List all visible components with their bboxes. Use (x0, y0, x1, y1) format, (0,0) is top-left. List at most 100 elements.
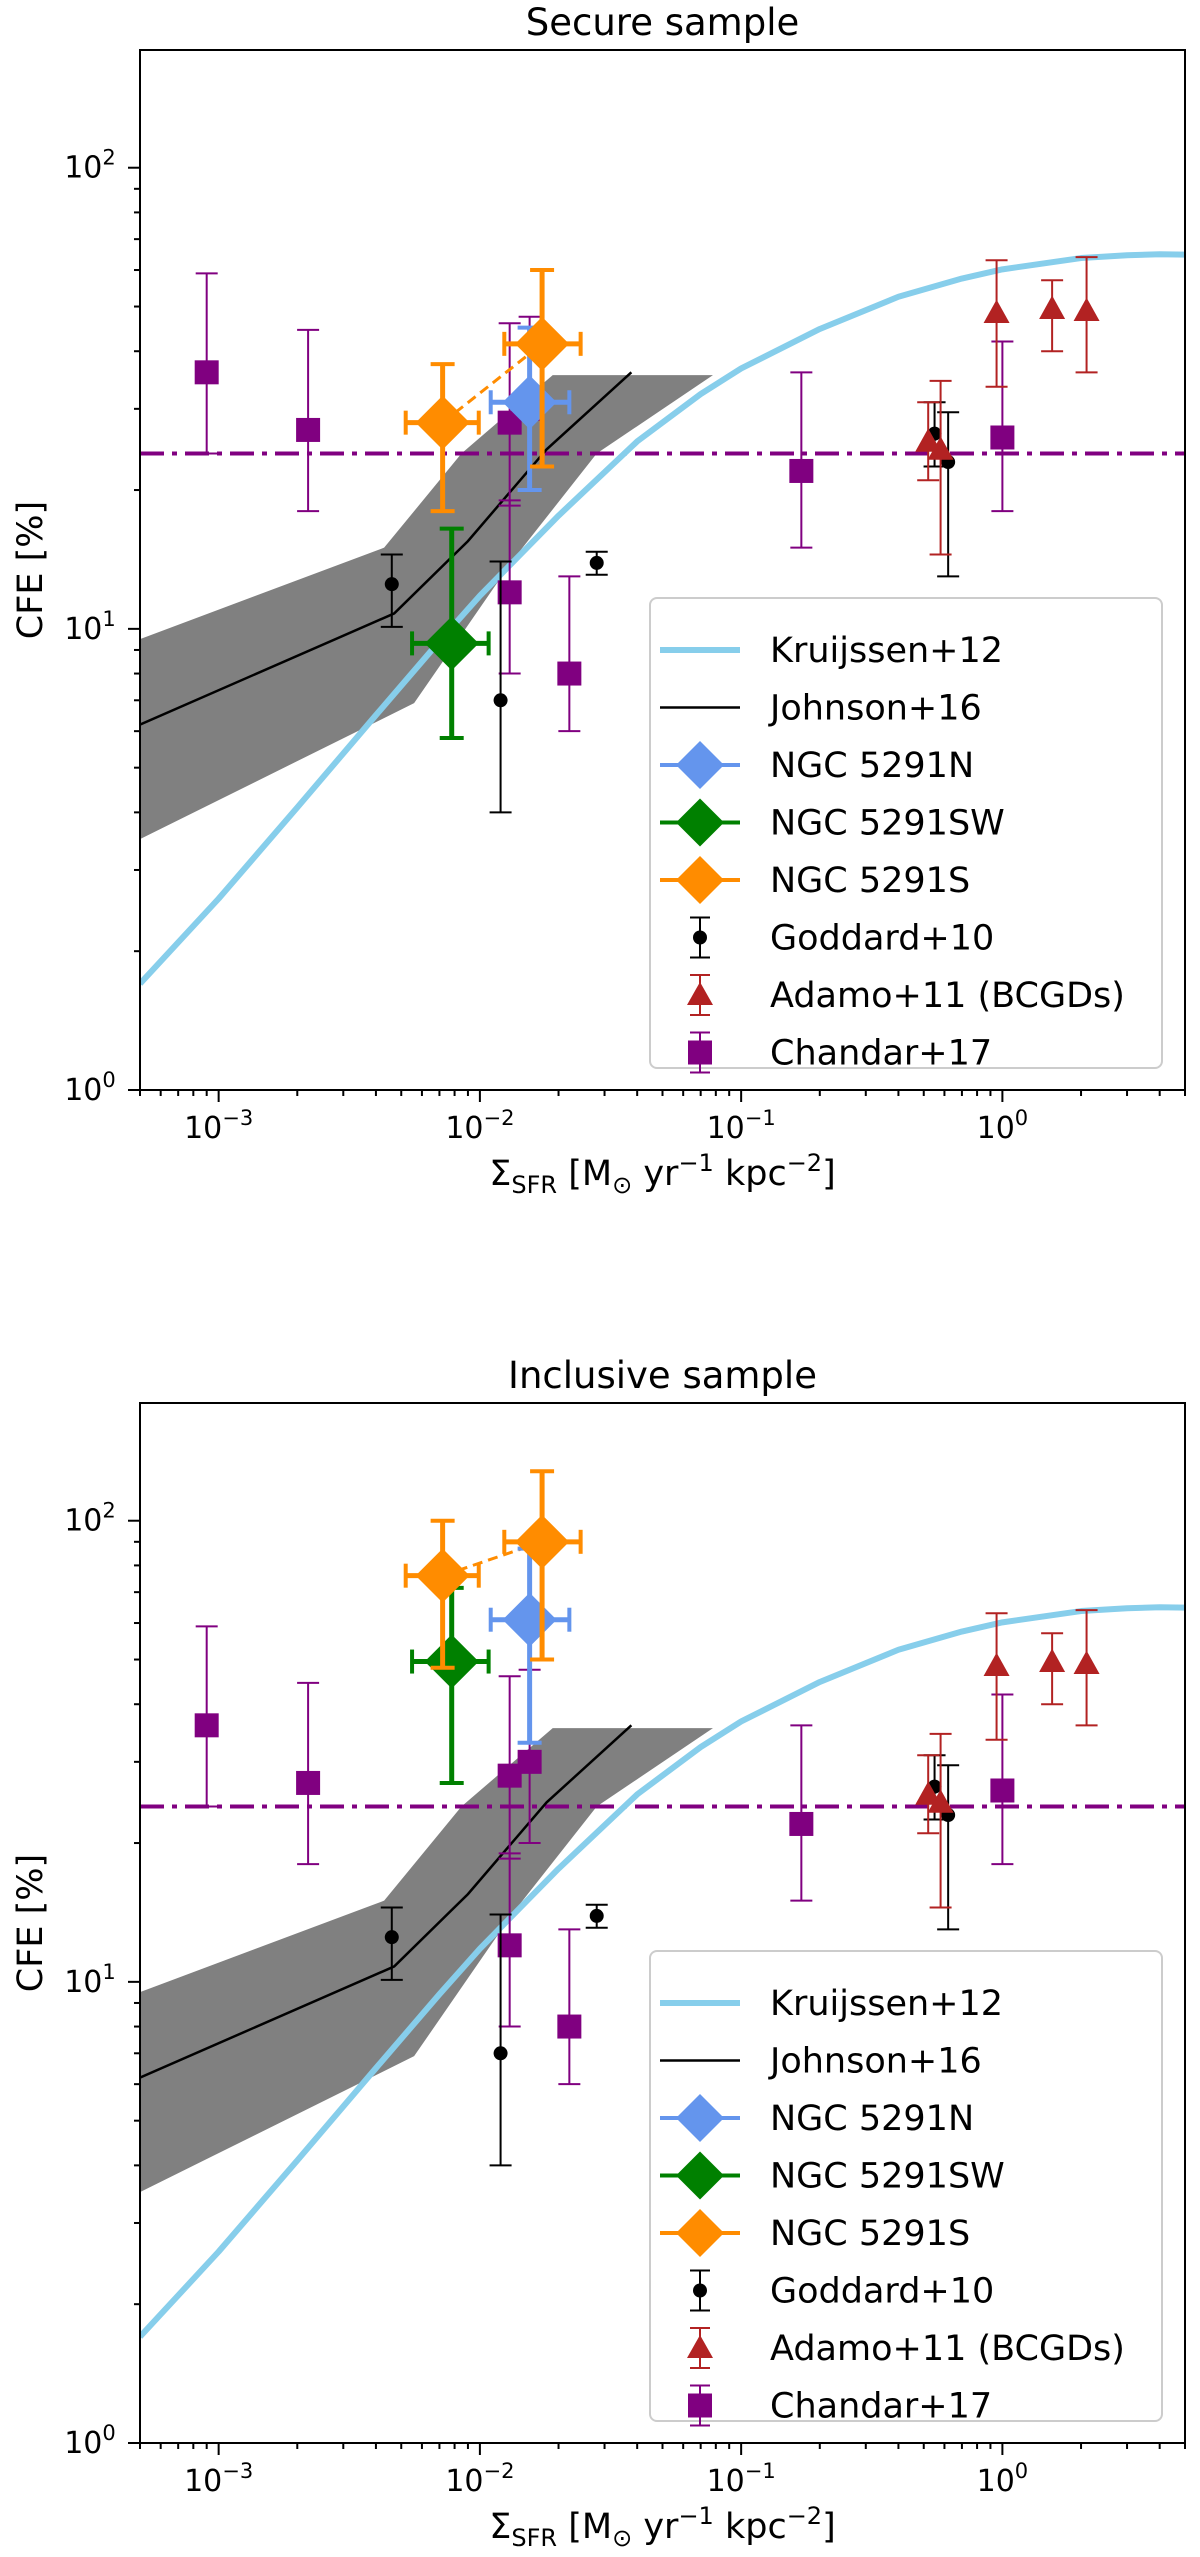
goddard-point (493, 693, 508, 708)
x-label-kpc: kpc (714, 1154, 787, 1194)
ngc5291sw-marker (410, 526, 491, 740)
x-label-sub: SFR (511, 2524, 557, 2552)
legend-swatch (676, 2209, 724, 2257)
legend-entry-johnson: Johnson+16 (660, 2042, 982, 2082)
legend-entry-chandar: Chandar+17 (688, 2384, 992, 2427)
x-label-sun: ⊙ (612, 2524, 632, 2552)
y-tick-label: 101 (64, 1960, 116, 2000)
y-tick-exp: 2 (102, 146, 115, 170)
johnson-line (140, 371, 633, 726)
legend-entry-chandar: Chandar+17 (688, 1031, 992, 1074)
chart-title: Secure sample (526, 1, 800, 44)
ngc5291s-marker (403, 1518, 481, 1670)
x-tick-base: 10 (445, 1111, 483, 1146)
x-label-sigma: Σ (489, 1154, 511, 1194)
legend-label: NGC 5291N (770, 746, 974, 786)
adamo-point (927, 436, 954, 460)
x-label-sub: SFR (511, 1171, 557, 1199)
x-axis-label: ΣSFR [M⊙ yr−1 kpc−2] (489, 1149, 835, 1199)
x-tick-label: 100 (977, 1106, 1029, 1146)
plot-area (140, 251, 1185, 986)
legend-label: NGC 5291S (770, 861, 970, 901)
legend-label: Adamo+11 (BCGDs) (770, 976, 1125, 1016)
johnson-line (140, 1724, 633, 2079)
y-tick-label: 102 (64, 1499, 116, 1539)
chandar-point (517, 1749, 542, 1774)
adamo-point (1039, 295, 1066, 319)
ngc5291s-diamond (415, 1548, 470, 1603)
goddard-point (384, 577, 399, 592)
legend-entry-n5291sw: NGC 5291SW (660, 798, 1005, 847)
x-tick-base: 10 (184, 1111, 222, 1146)
x-label-units: [M (557, 2507, 612, 2547)
x-label-exp1: −1 (678, 1149, 713, 1177)
chandar-point (194, 360, 219, 385)
chandar-errorbar (558, 1928, 581, 2086)
x-label-yr: yr (632, 2507, 679, 2547)
legend-entry-kruijssen: Kruijssen+12 (660, 631, 1003, 671)
y-tick-label: 100 (64, 1068, 116, 1108)
y-tick-label: 100 (64, 2421, 116, 2461)
y-tick-exp: 0 (102, 1068, 115, 1092)
x-label-kpc: kpc (714, 2507, 787, 2547)
legend-entry-n5291s: NGC 5291S (660, 2209, 970, 2257)
x-axis: 10−3 10−2 10−1 100 (139, 1090, 1186, 1146)
x-tick-base: 10 (707, 2464, 745, 2499)
legend-swatch (688, 2393, 712, 2418)
legend-swatch (687, 982, 713, 1005)
legend-label: Chandar+17 (770, 2387, 992, 2427)
y-tick-base: 10 (64, 2426, 102, 2461)
legend-entry-goddard: Goddard+10 (690, 2269, 994, 2312)
adamo-point (983, 1652, 1010, 1677)
ngc5291n-marker (488, 1546, 572, 1745)
legend-swatch (676, 2094, 724, 2142)
x-tick-exp: −3 (222, 1106, 253, 1130)
ngc5291s-marker (403, 362, 481, 514)
x-label-exp2: −2 (787, 1149, 822, 1177)
legend-label: Johnson+16 (768, 2042, 982, 2082)
x-tick-label: 10−2 (445, 1106, 514, 1146)
legend-entry-n5291n: NGC 5291N (660, 2094, 974, 2142)
x-label-exp2: −2 (787, 2502, 822, 2530)
chart-title: Inclusive sample (508, 1354, 817, 1397)
x-tick-base: 10 (977, 2464, 1015, 2499)
y-tick-exp: 1 (102, 607, 115, 631)
johnson-band (140, 1728, 713, 2193)
ngc5291sw-diamond (424, 616, 479, 671)
johnson-band (140, 375, 713, 840)
x-tick-label: 10−1 (707, 1106, 776, 1146)
x-axis-label: ΣSFR [M⊙ yr−1 kpc−2] (489, 2502, 835, 2552)
chandar-point (557, 2014, 582, 2039)
legend-entry-adamo: Adamo+11 (BCGDs) (687, 974, 1125, 1016)
x-tick-exp: 0 (1015, 2459, 1028, 2483)
x-label-exp1: −1 (678, 2502, 713, 2530)
chandar-errorbar (558, 575, 581, 733)
chandar-point (990, 425, 1015, 450)
x-tick-label: 10−3 (184, 2459, 253, 2499)
y-axis-label: CFE [%] (11, 1854, 51, 1992)
x-label-yr: yr (632, 1154, 679, 1194)
legend-swatch (676, 741, 724, 789)
x-tick-label: 10−2 (445, 2459, 514, 2499)
chandar-point (990, 1778, 1015, 1803)
x-tick-exp: −1 (745, 2459, 776, 2483)
chandar-point (789, 1811, 814, 1836)
x-tick-base: 10 (445, 2464, 483, 2499)
adamo-point (1073, 297, 1100, 321)
y-tick-base: 10 (64, 151, 102, 186)
legend-entry-adamo: Adamo+11 (BCGDs) (687, 2327, 1125, 2369)
y-tick-base: 10 (64, 1073, 102, 1108)
legend-label: NGC 5291N (770, 2099, 974, 2139)
y-tick-exp: 2 (102, 1499, 115, 1523)
x-tick-exp: −1 (745, 1106, 776, 1130)
legend-entry-kruijssen: Kruijssen+12 (660, 1984, 1003, 2024)
x-tick-exp: 0 (1015, 1106, 1028, 1130)
ngc5291s-diamond (515, 1514, 570, 1569)
legend-label: Chandar+17 (770, 1034, 992, 1074)
legend-swatch (676, 856, 724, 904)
adamo-errorbar (929, 379, 952, 556)
legend-entry-goddard: Goddard+10 (690, 916, 994, 959)
x-label-sigma: Σ (489, 2507, 511, 2547)
